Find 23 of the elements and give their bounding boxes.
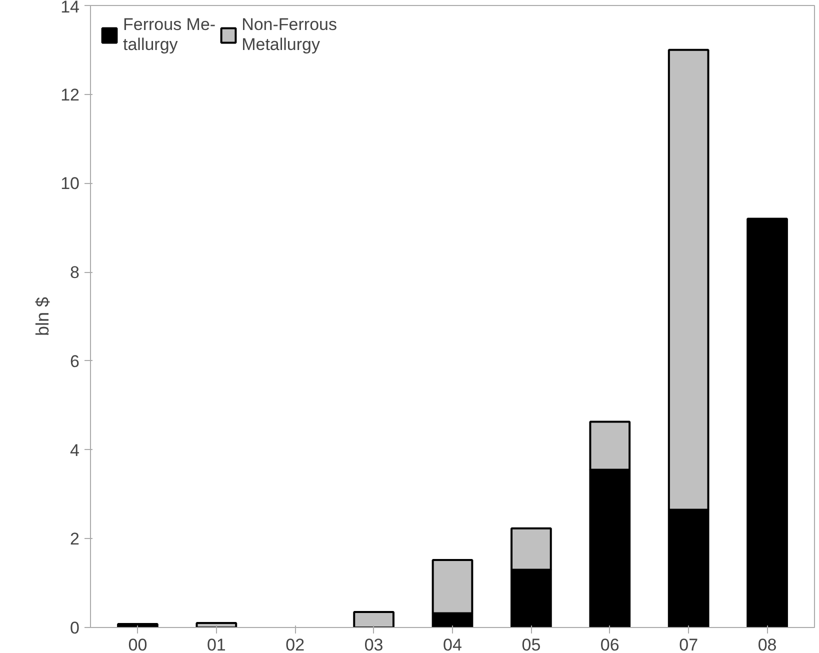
y-tick-label: 10 <box>60 174 80 194</box>
legend-label: Non-Ferrous Metallurgy <box>242 15 337 55</box>
bar <box>746 218 788 628</box>
bar <box>196 622 238 628</box>
y-axis-title: bln $ <box>32 296 53 336</box>
y-tick-label: 0 <box>70 618 80 638</box>
bar <box>353 610 394 628</box>
x-tick-label: 07 <box>679 636 698 653</box>
y-tick-label: 6 <box>70 352 80 371</box>
x-tick-label: 08 <box>758 636 777 653</box>
x-tick-label: 01 <box>206 636 226 653</box>
y-tick-label: 14 <box>60 0 80 16</box>
x-tick-label: 03 <box>364 636 384 653</box>
x-tick-label: 06 <box>600 636 620 653</box>
y-tick-label: 4 <box>70 440 80 460</box>
legend-label: Ferrous Me- tallurgy <box>123 15 216 55</box>
y-tick-label: 2 <box>70 530 80 549</box>
x-tick-label: 05 <box>522 636 541 653</box>
y-tick-label: 12 <box>60 85 80 104</box>
x-tick-label: 02 <box>286 636 305 653</box>
y-tick-label: 8 <box>70 263 80 282</box>
x-tick-label: 04 <box>443 636 462 653</box>
x-tick-label: 00 <box>128 636 148 653</box>
